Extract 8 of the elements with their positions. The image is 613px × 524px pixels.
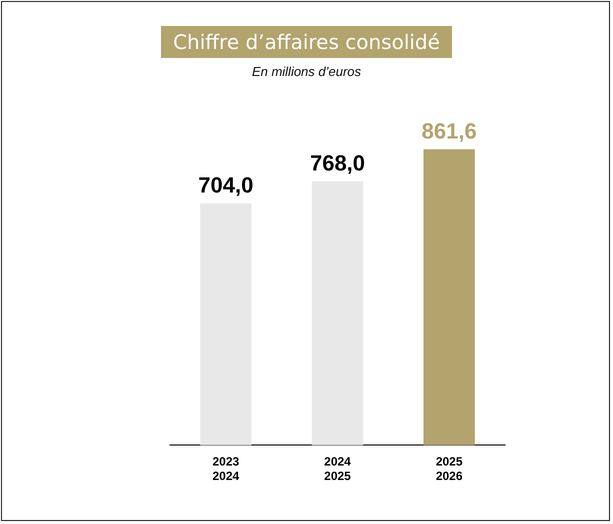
chart-subtitle: En millions d’euros (250, 64, 362, 79)
x-tick-label: 2025 2026 (436, 454, 463, 484)
data-label: 704,0 (198, 172, 254, 198)
data-label: 861,6 (422, 118, 477, 144)
chart-title: Chiffre d’affaires consolidé (161, 26, 452, 58)
data-label: 768,0 (310, 150, 366, 176)
x-tick-label: 2023 2024 (212, 454, 240, 484)
x-tick-label: 2024 2025 (324, 454, 352, 484)
